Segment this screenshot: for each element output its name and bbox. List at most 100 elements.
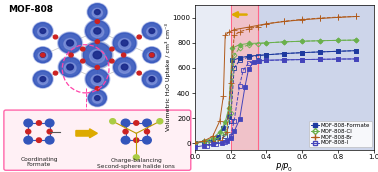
Circle shape <box>40 29 46 33</box>
Y-axis label: Volumetric H₂O Uptake / cm³ cm⁻³: Volumetric H₂O Uptake / cm³ cm⁻³ <box>165 23 171 131</box>
Circle shape <box>137 71 141 75</box>
Circle shape <box>38 52 48 60</box>
Circle shape <box>34 23 52 39</box>
Circle shape <box>59 33 81 53</box>
Circle shape <box>94 96 100 100</box>
Circle shape <box>24 119 33 127</box>
Circle shape <box>143 47 160 63</box>
Circle shape <box>133 155 139 160</box>
Circle shape <box>150 53 154 57</box>
Circle shape <box>33 22 53 40</box>
Circle shape <box>92 8 102 17</box>
Circle shape <box>147 52 156 60</box>
Circle shape <box>142 22 162 40</box>
Circle shape <box>64 39 76 50</box>
Circle shape <box>143 71 161 87</box>
Circle shape <box>67 64 73 70</box>
Circle shape <box>94 10 100 14</box>
Circle shape <box>144 129 150 134</box>
Circle shape <box>119 63 130 73</box>
Circle shape <box>149 53 154 57</box>
Circle shape <box>58 32 82 54</box>
Circle shape <box>157 119 163 124</box>
Circle shape <box>114 57 135 77</box>
Circle shape <box>45 119 54 127</box>
Circle shape <box>121 40 128 46</box>
Circle shape <box>41 53 45 57</box>
Circle shape <box>69 53 73 57</box>
Circle shape <box>110 59 114 63</box>
Circle shape <box>86 69 108 89</box>
Legend: MOF-808-Formate, MOF-808-Cl, MOF-808-Br, MOF-808-I: MOF-808-Formate, MOF-808-Cl, MOF-808-Br,… <box>309 121 372 147</box>
Circle shape <box>26 129 31 134</box>
Circle shape <box>83 43 112 67</box>
Circle shape <box>137 35 141 39</box>
Circle shape <box>90 50 105 63</box>
Circle shape <box>113 56 136 78</box>
Circle shape <box>147 75 157 84</box>
Circle shape <box>24 136 33 144</box>
Circle shape <box>33 70 53 88</box>
Circle shape <box>95 40 99 44</box>
Circle shape <box>142 70 162 88</box>
FancyArrow shape <box>76 129 98 138</box>
Circle shape <box>149 29 155 33</box>
Circle shape <box>93 51 102 59</box>
Circle shape <box>81 59 85 63</box>
Circle shape <box>91 75 104 86</box>
Circle shape <box>91 26 104 38</box>
Circle shape <box>143 23 161 39</box>
Circle shape <box>64 63 76 73</box>
Circle shape <box>53 35 57 39</box>
Circle shape <box>86 21 109 41</box>
Circle shape <box>87 89 107 107</box>
Circle shape <box>38 75 48 84</box>
Circle shape <box>134 121 139 125</box>
Circle shape <box>143 47 161 63</box>
Circle shape <box>67 40 73 46</box>
Circle shape <box>45 136 54 144</box>
Circle shape <box>34 71 52 87</box>
Bar <box>195 5 231 150</box>
Circle shape <box>40 53 45 57</box>
Circle shape <box>143 119 151 127</box>
Circle shape <box>147 27 157 36</box>
Circle shape <box>121 136 130 144</box>
Circle shape <box>110 119 116 124</box>
Circle shape <box>38 27 48 36</box>
Circle shape <box>113 33 136 53</box>
Circle shape <box>123 129 128 134</box>
Circle shape <box>36 121 42 125</box>
Circle shape <box>121 53 126 57</box>
FancyBboxPatch shape <box>4 110 191 170</box>
Circle shape <box>82 41 113 69</box>
Circle shape <box>34 47 51 63</box>
Circle shape <box>143 136 151 144</box>
Circle shape <box>121 119 130 127</box>
Circle shape <box>94 76 101 82</box>
Circle shape <box>36 138 42 142</box>
Text: Coordinating
Formate: Coordinating Formate <box>20 157 58 167</box>
X-axis label: $P$/$P_0$: $P$/$P_0$ <box>275 161 294 172</box>
Circle shape <box>53 71 57 75</box>
Circle shape <box>88 90 106 106</box>
Circle shape <box>149 77 155 82</box>
Circle shape <box>95 20 99 23</box>
Circle shape <box>94 28 101 34</box>
Circle shape <box>88 4 107 20</box>
Circle shape <box>85 20 110 42</box>
Circle shape <box>95 66 99 69</box>
Circle shape <box>118 39 131 50</box>
Circle shape <box>33 47 52 63</box>
Text: Charge-balancing
Second-sphere halide ions: Charge-balancing Second-sphere halide io… <box>97 158 175 169</box>
Circle shape <box>82 41 113 69</box>
Circle shape <box>58 129 63 134</box>
Text: MOF-808: MOF-808 <box>8 5 53 14</box>
Circle shape <box>95 87 99 90</box>
Circle shape <box>59 57 81 77</box>
Circle shape <box>40 77 46 82</box>
Circle shape <box>47 129 52 134</box>
Circle shape <box>81 47 85 51</box>
Circle shape <box>112 32 137 54</box>
Circle shape <box>85 68 110 90</box>
